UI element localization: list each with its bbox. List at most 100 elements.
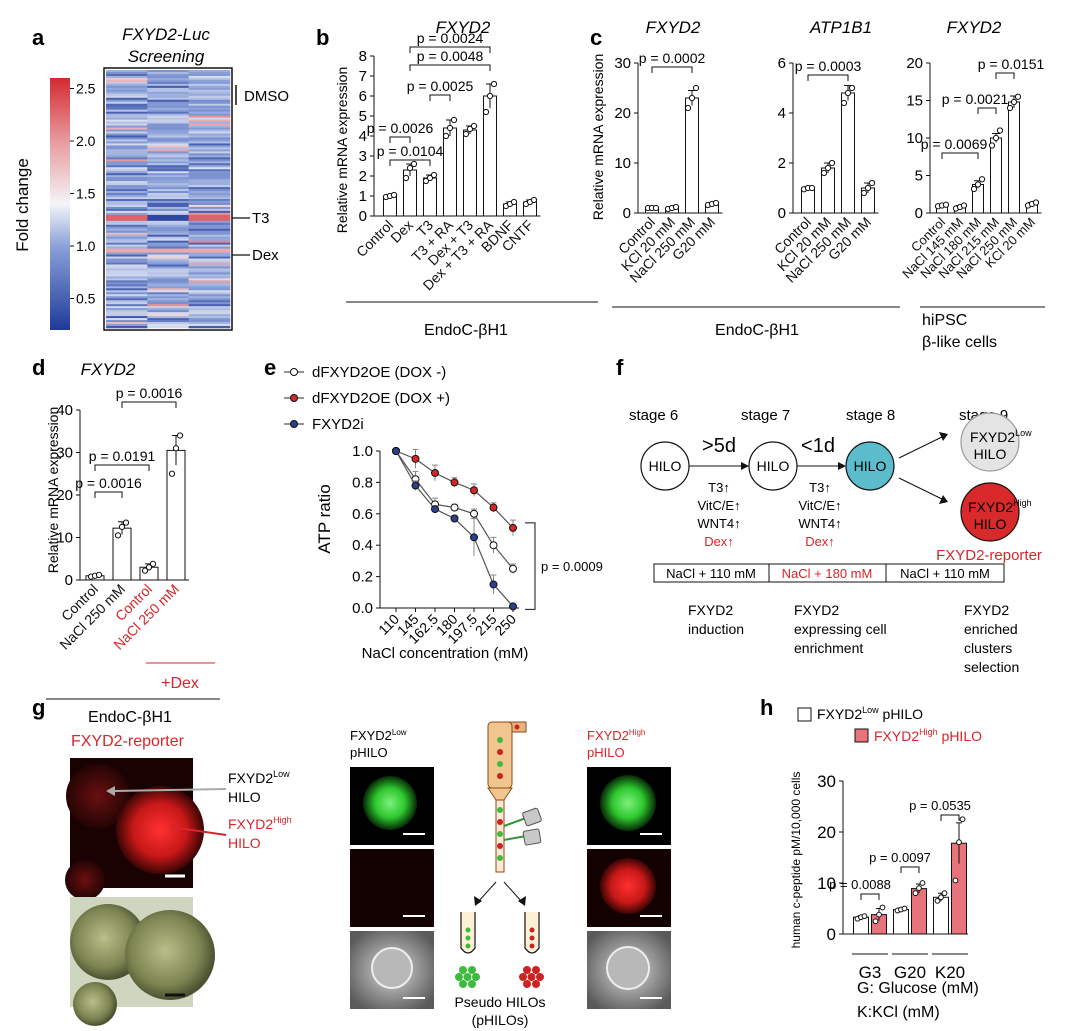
sort-caption-2: (pHILOs) (472, 1012, 529, 1028)
heatmap-cell (188, 244, 231, 247)
heatmap-cell (188, 286, 231, 289)
bar (1008, 101, 1020, 214)
heatmap-cell (147, 139, 189, 142)
heatmap-cell (188, 274, 231, 277)
data-point (828, 159, 836, 167)
heatmap-cell (147, 282, 189, 285)
heatmap-cell (147, 220, 189, 224)
heatmap-cell (106, 79, 148, 83)
data-point (118, 523, 126, 530)
heatmap-cell (106, 254, 148, 257)
data-point (840, 99, 848, 107)
data-point (684, 104, 692, 112)
heatmap-cell (147, 200, 189, 204)
factors-stage7-8: T3↑ VitC/E↑ WNT4↑ Dex↑ (798, 480, 841, 549)
arrow-8-high-head (939, 495, 948, 504)
hilo-stage8-label: HILO (854, 458, 887, 474)
heatmap-cell (106, 326, 148, 329)
heatmap-cell (147, 256, 189, 259)
series-point (450, 503, 459, 512)
heatmap-cell (106, 113, 148, 116)
legend-h-low-label: FXYD2Low pHILO (817, 705, 923, 722)
heatmap-cell (106, 312, 148, 315)
y-tick-label: 20 (56, 487, 73, 504)
heatmap-cell (147, 73, 189, 77)
heatmap-cell (106, 129, 148, 132)
arrow-8-low-head (939, 432, 948, 441)
heatmap-cell (106, 236, 148, 239)
data-point (470, 122, 478, 130)
heatmap-cell (106, 210, 148, 214)
sort-caption-1: Pseudo HILOs (454, 994, 545, 1010)
heatmap-cell (147, 260, 189, 263)
comparison-bracket (941, 152, 979, 159)
heatmap-cell (188, 314, 231, 317)
nacl-bar-2: NaCl + 180 mM (782, 566, 873, 581)
arrow-8-low (898, 435, 945, 459)
heatmap-cell (188, 228, 231, 232)
heatmap-cell (188, 296, 231, 299)
hilo-stage7-label: HILO (757, 458, 790, 474)
high-hilo-label: FXYD2High (228, 815, 292, 832)
heatmap-cell (188, 117, 231, 120)
series-point (509, 602, 517, 611)
comparison-bracket (977, 107, 997, 114)
heatmap-cell (106, 197, 148, 200)
heatmap-cell (106, 93, 148, 97)
colorbar (50, 78, 70, 330)
nacl-bar-1: NaCl + 110 mM (666, 566, 756, 581)
data-point (114, 532, 122, 539)
heatmap-cell (106, 208, 148, 212)
heatmap-cell (147, 181, 189, 184)
heatmap-cell (106, 163, 148, 166)
tube-right-cell-1 (529, 927, 535, 933)
heatmap-cell (188, 183, 231, 186)
heatmap-cell (106, 202, 148, 206)
heatmap-cell (188, 103, 231, 107)
heatmap-cell (188, 216, 231, 220)
heatmap-cell (147, 298, 189, 301)
heatmap-cell (106, 204, 148, 208)
heatmap-cell (106, 284, 148, 287)
heatmap-cell (106, 292, 148, 295)
heatmap-cell (106, 268, 148, 271)
heatmap-cell (147, 151, 189, 154)
heatmap-cell (106, 282, 148, 285)
series-point (470, 486, 478, 495)
heatmap-cell (188, 240, 231, 243)
heatmap-cell (106, 278, 148, 281)
heatmap-cell (106, 181, 148, 184)
heatmap-cell (188, 204, 231, 208)
low-phase-spheroid (371, 947, 413, 989)
heatmap-cell (147, 179, 189, 182)
panel-c3-group-label-2: β-like cells (922, 334, 997, 351)
heatmap-cell (188, 163, 231, 166)
colorbar-tick-label: 2.5 (76, 81, 96, 97)
heatmap-cell (188, 123, 231, 126)
data-point (149, 560, 157, 567)
panel-c2-title: ATP1B1 (809, 18, 872, 37)
heatmap-cell (188, 302, 231, 305)
heatmap-cell (147, 125, 189, 128)
heatmap-cell (106, 206, 148, 210)
heatmap-cell (188, 202, 231, 206)
data-point (652, 204, 660, 212)
series-point (489, 541, 498, 550)
heatmap-cell (188, 294, 231, 297)
heatmap-cell (106, 195, 148, 198)
data-point (864, 184, 872, 192)
data-point (390, 191, 398, 199)
heatmap-cell (147, 280, 189, 283)
heatmap-cell (147, 304, 189, 307)
bar (463, 129, 477, 217)
comparison-bracket (429, 94, 451, 101)
heatmap-cell (188, 127, 231, 130)
heatmap-cell (188, 99, 231, 103)
heatmap-cell (188, 77, 231, 81)
comparison-bracket (94, 464, 150, 471)
heatmap-cell (147, 183, 189, 186)
heatmap-cell (147, 95, 189, 99)
heatmap-cell (106, 75, 148, 79)
heatmap-cell (147, 175, 189, 178)
res-cell-3 (497, 761, 503, 767)
